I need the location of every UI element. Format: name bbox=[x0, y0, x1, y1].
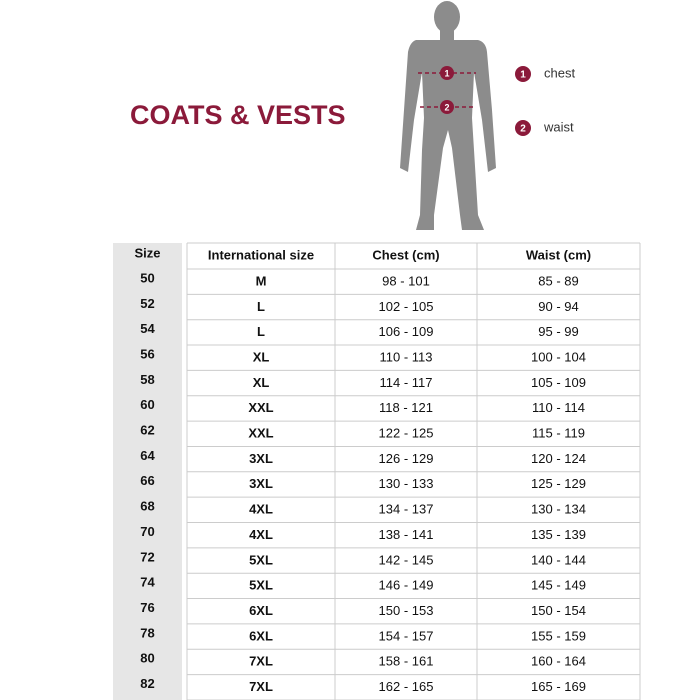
table-cell: 70 bbox=[140, 524, 154, 539]
table-cell: 80 bbox=[140, 651, 154, 666]
column-header: International size bbox=[208, 247, 314, 262]
table-cell: 82 bbox=[140, 676, 154, 691]
table-cell: 7XL bbox=[249, 654, 273, 669]
legend-number: 1 bbox=[520, 70, 526, 81]
legend-marker bbox=[515, 66, 531, 82]
table-cell: L bbox=[257, 299, 265, 314]
table-cell: 110 - 114 bbox=[532, 400, 585, 415]
size-column-bg bbox=[113, 243, 182, 700]
table-cell: 138 - 141 bbox=[379, 527, 434, 542]
table-cell: 102 - 105 bbox=[379, 299, 434, 314]
legend-label: chest bbox=[544, 65, 575, 80]
table-cell: 62 bbox=[140, 423, 154, 438]
title: COATS & VESTS bbox=[130, 100, 346, 130]
table-cell: 68 bbox=[140, 499, 154, 514]
table-cell: 114 - 117 bbox=[379, 375, 432, 390]
table-cell: 50 bbox=[140, 270, 154, 285]
table-cell: 4XL bbox=[249, 527, 273, 542]
table-cell: 7XL bbox=[249, 679, 273, 694]
table-cell: 3XL bbox=[249, 451, 273, 466]
table-cell: 135 - 139 bbox=[531, 527, 586, 542]
marker-number: 2 bbox=[444, 102, 449, 112]
table-cell: 120 - 124 bbox=[531, 451, 586, 466]
table-cell: XL bbox=[253, 349, 270, 364]
legend-label: waist bbox=[543, 119, 574, 134]
table-cell: 52 bbox=[140, 296, 154, 311]
table-cell: 76 bbox=[140, 600, 154, 615]
table-cell: 56 bbox=[140, 346, 154, 361]
table-cell: 95 - 99 bbox=[538, 324, 578, 339]
table-cell: 105 - 109 bbox=[531, 375, 586, 390]
table-cell: XL bbox=[253, 375, 270, 390]
table-cell: 110 - 113 bbox=[379, 349, 432, 364]
table-cell: L bbox=[257, 324, 265, 339]
table-cell: 54 bbox=[140, 321, 155, 336]
table-cell: 6XL bbox=[249, 603, 273, 618]
table-cell: XXL bbox=[248, 400, 273, 415]
table-cell: 72 bbox=[140, 549, 154, 564]
table-cell: 155 - 159 bbox=[531, 628, 586, 643]
marker-number: 1 bbox=[444, 68, 449, 78]
column-header: Waist (cm) bbox=[526, 247, 591, 262]
table-cell: 165 - 169 bbox=[531, 679, 586, 694]
table-cell: 146 - 149 bbox=[379, 578, 434, 593]
table-cell: 60 bbox=[140, 397, 154, 412]
marker bbox=[440, 100, 454, 114]
table-cell: 118 - 121 bbox=[379, 400, 433, 415]
table-cell: 58 bbox=[140, 372, 154, 387]
table-cell: 115 - 119 bbox=[532, 426, 585, 441]
table-cell: 160 - 164 bbox=[531, 654, 586, 669]
table-cell: 85 - 89 bbox=[538, 273, 578, 288]
table-cell: 106 - 109 bbox=[379, 324, 434, 339]
table-cell: 100 - 104 bbox=[531, 349, 586, 364]
table-cell: 74 bbox=[140, 575, 155, 590]
table-cell: 90 - 94 bbox=[538, 299, 578, 314]
column-header: Chest (cm) bbox=[372, 247, 439, 262]
table-cell: 126 - 129 bbox=[379, 451, 434, 466]
table-cell: 125 - 129 bbox=[531, 476, 586, 491]
table-cell: 66 bbox=[140, 473, 154, 488]
legend-marker bbox=[515, 120, 531, 136]
table-cell: M bbox=[256, 273, 267, 288]
table-cell: 150 - 153 bbox=[379, 603, 434, 618]
table-cell: 5XL bbox=[249, 578, 273, 593]
table-cell: 130 - 133 bbox=[379, 476, 434, 491]
table-cell: 4XL bbox=[249, 502, 273, 517]
table-cell: 162 - 165 bbox=[379, 679, 434, 694]
marker bbox=[440, 66, 454, 80]
table-cell: 78 bbox=[140, 625, 154, 640]
table-cell: 64 bbox=[140, 448, 155, 463]
table-cell: 150 - 154 bbox=[531, 603, 586, 618]
column-header: Size bbox=[134, 245, 160, 260]
table-cell: 98 - 101 bbox=[382, 273, 430, 288]
legend-number: 2 bbox=[520, 124, 526, 135]
table-cell: XXL bbox=[248, 426, 273, 441]
table-cell: 3XL bbox=[249, 476, 273, 491]
table-cell: 6XL bbox=[249, 628, 273, 643]
table-cell: 145 - 149 bbox=[531, 578, 586, 593]
table-cell: 142 - 145 bbox=[379, 552, 434, 567]
table-cell: 122 - 125 bbox=[379, 426, 434, 441]
table-cell: 154 - 157 bbox=[379, 628, 434, 643]
table-cell: 5XL bbox=[249, 552, 273, 567]
table-cell: 140 - 144 bbox=[531, 552, 586, 567]
table-cell: 158 - 161 bbox=[379, 654, 434, 669]
figure bbox=[400, 1, 496, 230]
table-cell: 130 - 134 bbox=[531, 502, 586, 517]
table-cell: 134 - 137 bbox=[379, 502, 434, 517]
